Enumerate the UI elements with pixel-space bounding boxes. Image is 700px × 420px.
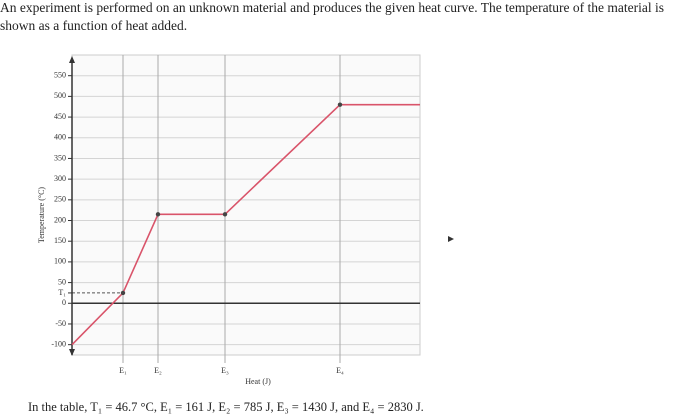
y-tick-label: 200 <box>54 215 66 224</box>
point <box>222 212 228 217</box>
x-tick-label: E₃ <box>221 366 229 375</box>
y-tick-label: 250 <box>54 195 66 204</box>
y-tick-label: 500 <box>54 91 66 100</box>
y-tick-label: 50 <box>58 277 66 286</box>
point <box>155 212 161 217</box>
y-tick-label: 350 <box>54 153 66 162</box>
x-axis-label: Heat (J) <box>245 377 271 386</box>
x-tick-label: E₂ <box>154 366 162 375</box>
y-axis-arrow <box>69 349 75 356</box>
y-tick-label: -50 <box>55 319 66 328</box>
x-tick-label: E₁ <box>119 366 127 375</box>
y-tick-label: 150 <box>54 236 66 245</box>
y-tick-label: 100 <box>54 257 66 266</box>
point <box>120 290 126 296</box>
y-tick-label: 0 <box>62 298 66 307</box>
y-axis-arrow <box>69 56 75 63</box>
y-tick-label: T₁ <box>58 288 66 297</box>
header-line: An experiment is performed on an unknown… <box>0 0 664 15</box>
y-axis-label: Temperature (°C) <box>37 187 46 244</box>
y-tick-label: 450 <box>54 112 66 121</box>
y-tick-label: 550 <box>54 71 66 80</box>
y-tick-label: 400 <box>54 133 66 142</box>
y-tick-label: -100 <box>51 339 66 348</box>
plot-area <box>71 54 421 356</box>
footer-text: In the table, T₁ = 46.7 °C, E₁ = 161 J, … <box>28 400 424 414</box>
point <box>337 102 343 107</box>
y-tick-label: 300 <box>54 174 66 183</box>
cursor <box>448 236 454 242</box>
x-tick-label: E₄ <box>336 366 344 375</box>
header-line: shown as a function of heat added. <box>0 18 187 33</box>
heat-curve <box>71 103 420 346</box>
